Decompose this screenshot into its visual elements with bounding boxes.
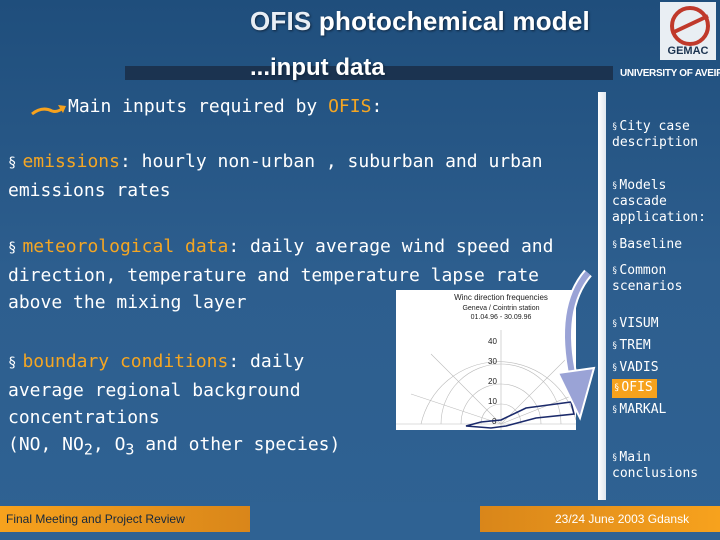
sidebar-marker: § (612, 319, 618, 329)
species-suffix: and other species) (134, 434, 341, 455)
title-model-name: OFIS (250, 6, 312, 36)
bullet-text: : daily average wind speed and direction… (8, 236, 554, 313)
sidebar-item-ofis[interactable]: § OFIS (612, 379, 657, 398)
radial-tick-20: 20 (488, 377, 497, 386)
footer-right-banner: 23/24 June 2003 Gdansk (480, 506, 720, 532)
sidebar-item-label: City case description (612, 119, 699, 150)
sidebar-item-label: OFIS (621, 380, 653, 395)
bullet-emissions: § emissions: hourly non-urban , suburban … (8, 148, 578, 204)
wind-rose-svg: Winc direction frequencies Geneva / Coin… (396, 293, 577, 430)
sidebar-marker: § (612, 122, 618, 132)
sidebar-item-label: Models cascade application: (612, 178, 706, 225)
intro-line: Main inputs required by OFIS: (68, 96, 382, 117)
bullet-text: : daily average regional background conc… (8, 351, 305, 428)
sidebar-item-visum[interactable]: § VISUM (612, 316, 718, 332)
sidebar-marker: § (612, 341, 618, 351)
footer-event-title: Final Meeting and Project Review (6, 512, 185, 526)
bullet-term: meteorological data (22, 236, 229, 257)
sidebar-marker: § (612, 240, 618, 250)
logo-text: GEMAC (668, 45, 709, 57)
bullet-marker: § (8, 155, 17, 171)
slide-title: OFIS photochemical model (250, 6, 590, 37)
bullet-term: boundary conditions (22, 351, 229, 372)
bullet-marker: § (8, 355, 17, 371)
sidebar-marker: § (612, 363, 618, 373)
sidebar-item-label: Baseline (619, 237, 683, 252)
footer-date-location: 23/24 June 2003 Gdansk (555, 512, 690, 526)
sidebar-marker: § (614, 383, 620, 393)
sidebar-marker: § (612, 453, 618, 463)
arrow-right-icon (31, 105, 66, 116)
sidebar-item-common-scenarios[interactable]: § Common scenarios (612, 263, 718, 295)
sidebar-item-label: TREM (619, 338, 651, 353)
sidebar-marker: § (612, 266, 618, 276)
bullet-boundary-conditions: § boundary conditions: daily average regi… (8, 348, 388, 464)
footer-left-banner: Final Meeting and Project Review (0, 506, 250, 532)
sidebar-item-vadis[interactable]: § VADIS (612, 360, 718, 376)
bullet-marker: § (8, 240, 17, 256)
title-rest: photochemical model (311, 6, 590, 36)
sidebar-item-label: MARKAL (619, 402, 667, 417)
chart-title: Winc direction frequencies (454, 293, 548, 302)
radial-tick-40: 40 (488, 337, 497, 346)
wind-rose-series (465, 401, 575, 429)
sidebar-item-baseline[interactable]: § Baseline (612, 237, 718, 253)
radial-tick-10: 10 (488, 397, 497, 406)
sidebar-item-label: VADIS (619, 360, 659, 375)
species-sub-o3: 3 (125, 440, 135, 459)
intro-model-name: OFIS (328, 96, 372, 117)
radial-tick-30: 30 (488, 357, 497, 366)
title-underline-bar (125, 66, 613, 80)
species-sub-no2: 2 (83, 440, 93, 459)
sidebar-marker: § (612, 405, 618, 415)
sidebar-item-label: Main conclusions (612, 450, 699, 481)
intro-suffix: : (371, 96, 383, 117)
wind-rose-chart: Winc direction frequencies Geneva / Coin… (396, 290, 577, 430)
sidebar-divider (598, 92, 606, 500)
sidebar-item-main-conclusions[interactable]: § Main conclusions (612, 450, 718, 482)
sidebar-item-trem[interactable]: § TREM (612, 338, 718, 354)
sidebar-item-label: Common scenarios (612, 263, 683, 294)
sidebar-item-markal[interactable]: § MARKAL (612, 402, 718, 418)
gemac-logo-icon: GEMAC (660, 2, 716, 60)
species-mid: , O (92, 434, 126, 455)
sidebar-item-city-case[interactable]: § City case description (612, 119, 718, 151)
curved-arrow-icon (556, 269, 596, 421)
bullet-term: emissions (22, 151, 120, 172)
bullet-meteorological-data: § meteorological data: daily average wind… (8, 233, 588, 316)
intro-prefix: Main inputs required by (68, 96, 329, 117)
university-name: UNIVERSITY OF AVEIRO (620, 68, 720, 79)
sidebar-marker: § (612, 181, 618, 191)
species-prefix: (NO, NO (8, 434, 84, 455)
chart-subtitle-period: 01.04.96 - 30.09.96 (471, 314, 532, 321)
sidebar-item-models-cascade[interactable]: § Models cascade application: (612, 178, 718, 226)
radial-tick-0: 0 (492, 417, 497, 426)
sidebar-item-label: VISUM (619, 316, 659, 331)
bullet-text: : hourly non-urban , suburban and urban … (8, 151, 543, 201)
chart-subtitle-station: Geneva / Cointrin station (462, 305, 539, 312)
chart-radial-ticks: 40 30 20 10 0 (488, 337, 497, 426)
slide-subtitle: ...input data (250, 54, 385, 81)
